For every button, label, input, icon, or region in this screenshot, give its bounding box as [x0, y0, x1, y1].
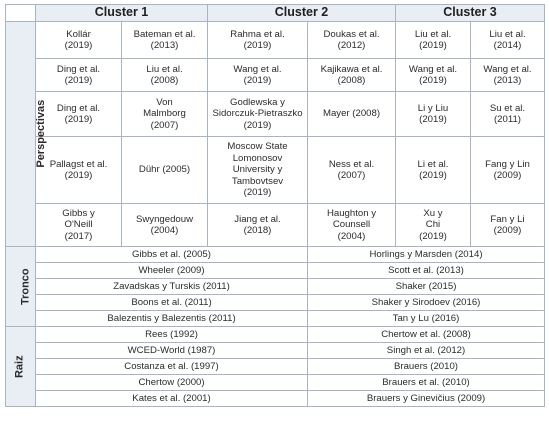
table-cell: Chertow et al. (2008) [307, 326, 545, 343]
section-label-perspectivas: Perspectivas [5, 21, 47, 247]
table-cell: Pallagst et al. (2019) [35, 136, 122, 204]
table-cell: Kates et al. (2001) [35, 390, 308, 407]
table-cell: Fan y Li (2009) [470, 203, 545, 247]
table-cell: Wheeler (2009) [35, 262, 308, 279]
table-cell: Wang et al. (2019) [207, 58, 308, 92]
header-cluster-3: Cluster 3 [395, 4, 545, 22]
table-cell: Boons et al. (2011) [35, 294, 308, 311]
table-cell: Ness et al. (2007) [307, 136, 396, 204]
table-cell: Kajikawa et al. (2008) [307, 58, 396, 92]
table-cell: Horlings y Marsden (2014) [307, 246, 545, 263]
section-label-tronco: Tronco [5, 246, 36, 327]
table-cell: Rees (1992) [35, 326, 308, 343]
table-cell: Brauers y Ginevičius (2009) [307, 390, 545, 407]
table-cell: Chertow (2000) [35, 374, 308, 391]
table-cell: Su et al. (2011) [470, 91, 545, 137]
section-label-raiz: Raiz [5, 326, 36, 407]
table-corner [5, 4, 36, 22]
table-cell: Ding et al. (2019) [35, 91, 122, 137]
table-cell: Kollár (2019) [35, 21, 122, 59]
table-cell: Doukas et al. (2012) [307, 21, 396, 59]
table-cell: Gibbs et al. (2005) [35, 246, 308, 263]
table-cell: Scott et al. (2013) [307, 262, 545, 279]
table-cell: Fang y Lin (2009) [470, 136, 545, 204]
table-cell: Brauers (2010) [307, 358, 545, 375]
literature-cluster-table: Cluster 1 Cluster 2 Cluster 3 Perspectiv… [5, 4, 545, 407]
table-cell: Godlewska y Sidorczuk-Pietraszko (2019) [207, 91, 308, 137]
table-cell: Xu y Chi (2019) [395, 203, 471, 247]
table-cell: Shaker y Sirodoev (2016) [307, 294, 545, 311]
table-cell: Jiang et al. (2018) [207, 203, 308, 247]
table-cell: Dühr (2005) [121, 136, 208, 204]
header-cluster-1: Cluster 1 [35, 4, 208, 22]
table-cell: Li et al. (2019) [395, 136, 471, 204]
table-cell: Shaker (2015) [307, 278, 545, 295]
table-cell: Wang et al. (2013) [470, 58, 545, 92]
table-cell: Li y Liu (2019) [395, 91, 471, 137]
table-cell: WCED-World (1987) [35, 342, 308, 359]
table-cell: Tan y Lu (2016) [307, 310, 545, 327]
table-cell: Von Malmborg (2007) [121, 91, 208, 137]
table-cell: Costanza et al. (1997) [35, 358, 308, 375]
table-cell: Zavadskas y Turskis (2011) [35, 278, 308, 295]
table-cell: Ding et al. (2019) [35, 58, 122, 92]
table-cell: Wang et al. (2019) [395, 58, 471, 92]
table-cell: Singh et al. (2012) [307, 342, 545, 359]
table-cell: Swyngedouw (2004) [121, 203, 208, 247]
table-cell: Gibbs y O'Neill (2017) [35, 203, 122, 247]
table-cell: Liu et al. (2019) [395, 21, 471, 59]
table-cell: Moscow State Lomonosov University y Tambovt… [207, 136, 308, 204]
table-cell: Rahma et al. (2019) [207, 21, 308, 59]
table-cell: Balezentis y Balezentis (2011) [35, 310, 308, 327]
table-cell: Brauers et al. (2010) [307, 374, 545, 391]
header-cluster-2: Cluster 2 [207, 4, 396, 22]
table-cell: Bateman et al. (2013) [121, 21, 208, 59]
table-cell: Liu et al. (2014) [470, 21, 545, 59]
table-cell: Mayer (2008) [307, 91, 396, 137]
table-cell: Liu et al. (2008) [121, 58, 208, 92]
table-cell: Haughton y Counsell (2004) [307, 203, 396, 247]
